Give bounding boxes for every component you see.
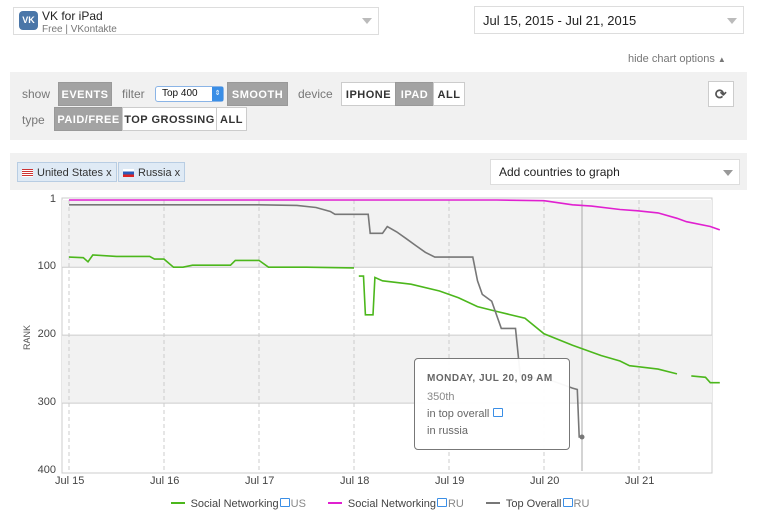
ipad-icon <box>493 408 504 417</box>
stepper-icon: ⇕ <box>212 87 223 101</box>
show-label: show <box>22 87 51 101</box>
app-name: VK for iPad <box>42 9 103 23</box>
y-tick-label: 300 <box>37 396 56 409</box>
tooltip-title: MONDAY, JUL 20, 09 AM <box>427 373 553 384</box>
type-top-grossing-button[interactable]: TOP GROSSING <box>122 107 217 131</box>
legend-suffix: RU <box>447 498 464 510</box>
rank-chart[interactable] <box>0 190 760 490</box>
legend-suffix: US <box>290 498 306 510</box>
type-label: type <box>22 113 45 127</box>
tooltip-line2-text: in top overall <box>427 408 490 420</box>
legend-swatch <box>485 502 500 504</box>
app-subtitle: Free | VKontakte <box>42 24 117 35</box>
hide-chart-options-link[interactable]: hide chart options ▲ <box>628 53 726 65</box>
country-chip-ru[interactable]: Russia x <box>118 162 186 182</box>
filter-select[interactable]: Top 400 ⇕ <box>155 86 224 102</box>
hide-options-label: hide chart options <box>628 53 715 65</box>
smooth-button[interactable]: SMOOTH <box>227 82 288 106</box>
legend-item-us[interactable]: Social Networking US <box>170 498 306 510</box>
x-tick-label: Jul 19 <box>435 475 465 487</box>
tooltip-line2: in top overall <box>427 408 504 420</box>
filter-value: Top 400 <box>162 88 198 99</box>
series-line-us <box>358 275 678 375</box>
legend-suffix: RU <box>573 498 590 510</box>
vk-logo-icon: VK <box>19 11 38 30</box>
series-line-ru <box>69 199 721 231</box>
chevron-down-icon <box>727 18 737 24</box>
y-tick-label: 200 <box>37 328 56 341</box>
caret-up-icon: ▲ <box>717 55 726 64</box>
chevron-down-icon <box>723 170 733 176</box>
date-range-text: Jul 15, 2015 - Jul 21, 2015 <box>483 13 637 28</box>
y-tick-label: 1 <box>49 193 56 205</box>
refresh-button[interactable]: ⟳ <box>708 81 734 107</box>
legend-swatch <box>170 502 185 504</box>
plot-band <box>62 335 712 404</box>
y-axis-label: RANK <box>22 324 32 350</box>
app-selector[interactable]: VK VK for iPad Free | VKontakte <box>13 7 379 35</box>
date-range-selector[interactable]: Jul 15, 2015 - Jul 21, 2015 <box>474 6 744 34</box>
ipad-icon <box>436 498 447 507</box>
device-iphone-button[interactable]: IPHONE <box>341 82 396 106</box>
series-line-us <box>68 254 355 269</box>
ipad-icon <box>279 498 290 507</box>
chevron-down-icon <box>362 18 372 24</box>
x-tick-label: Jul 18 <box>340 475 370 487</box>
country-label: United States x <box>37 167 112 179</box>
ru-flag-icon <box>123 169 134 177</box>
y-tick-label: 100 <box>37 260 56 273</box>
type-all-button[interactable]: ALL <box>216 107 247 131</box>
series-line-us <box>691 375 720 384</box>
legend-swatch <box>327 502 342 504</box>
country-chip-us[interactable]: United States x <box>17 162 117 182</box>
legend-label: Top Overall <box>505 498 562 510</box>
plot-band <box>62 200 712 268</box>
legend-item-top[interactable]: Top Overall RU <box>485 498 590 510</box>
tooltip-rank: 350th <box>427 391 455 403</box>
x-tick-label: Jul 16 <box>150 475 180 487</box>
type-paid-free-button[interactable]: PAID/FREE <box>54 107 123 131</box>
x-tick-label: Jul 20 <box>530 475 560 487</box>
device-ipad-button[interactable]: IPAD <box>395 82 434 106</box>
x-tick-label: Jul 15 <box>55 475 85 487</box>
device-label: device <box>298 87 333 101</box>
legend-label: Social Networking <box>190 498 279 510</box>
filter-label: filter <box>122 87 145 101</box>
device-all-button[interactable]: ALL <box>433 82 465 106</box>
add-countries-select[interactable]: Add countries to graph <box>490 159 740 185</box>
us-flag-icon <box>22 169 33 177</box>
x-tick-label: Jul 17 <box>245 475 275 487</box>
y-tick-label: 400 <box>37 464 56 476</box>
chart-options-panel: show EVENTS filter Top 400 ⇕ SMOOTH devic… <box>10 72 747 140</box>
chart-legend: Social Networking US Social Networking RU To… <box>0 498 760 510</box>
x-tick-label: Jul 21 <box>625 475 655 487</box>
add-countries-text: Add countries to graph <box>499 165 620 179</box>
events-button[interactable]: EVENTS <box>58 82 112 106</box>
hover-point <box>579 434 585 440</box>
chart-tooltip: MONDAY, JUL 20, 09 AM 350th in top overa… <box>414 358 570 450</box>
legend-label: Social Networking <box>347 498 436 510</box>
ipad-icon <box>562 498 573 507</box>
legend-item-ru[interactable]: Social Networking RU <box>327 498 464 510</box>
country-label: Russia x <box>138 167 181 179</box>
tooltip-line3: in russia <box>427 425 468 437</box>
